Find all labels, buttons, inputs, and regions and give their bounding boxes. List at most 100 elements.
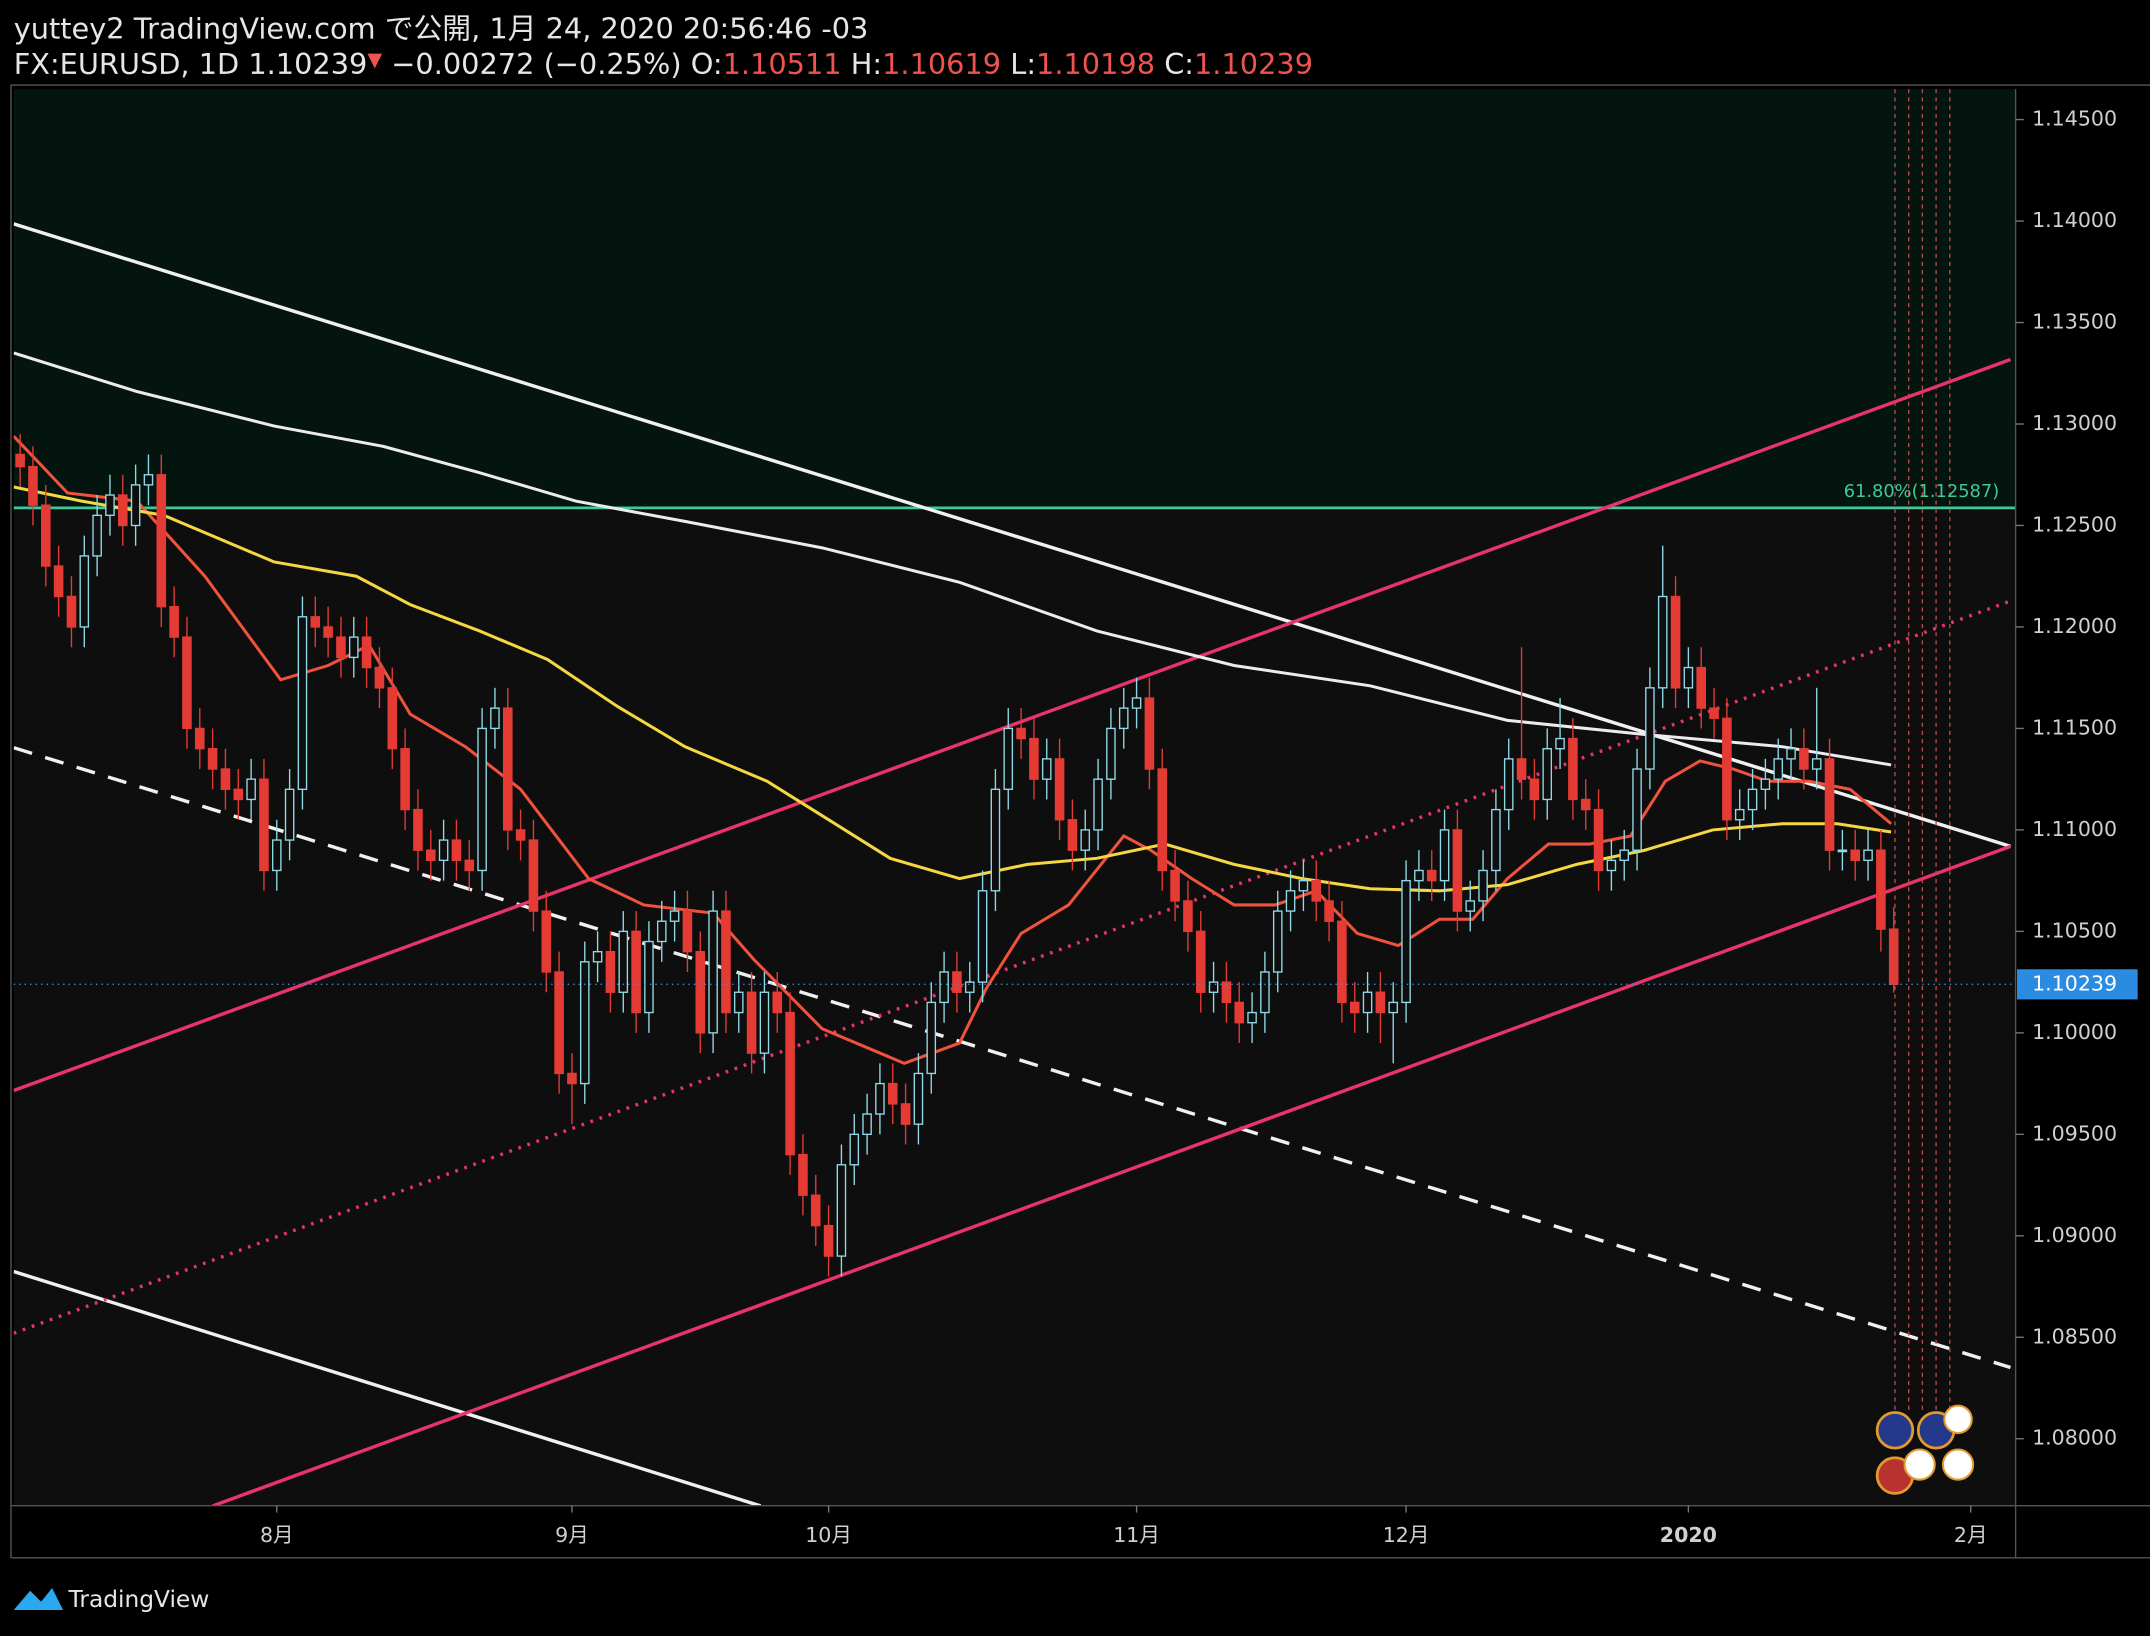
- candle-body: [1722, 717, 1732, 821]
- candle-body: [1067, 819, 1078, 851]
- candle-body: [1863, 849, 1873, 862]
- candle-body: [836, 1164, 847, 1257]
- candle-body: [1260, 971, 1270, 1014]
- candle-body: [1657, 595, 1668, 689]
- candle-body: [1529, 778, 1540, 801]
- candle-body: [977, 890, 988, 983]
- candle-body: [348, 636, 359, 659]
- candle-body: [336, 636, 346, 659]
- trendline: [212, 844, 2012, 1506]
- candle-body: [618, 930, 629, 993]
- x-tick-label: 9月: [555, 1523, 589, 1547]
- x-tick-label: 11月: [1113, 1523, 1160, 1547]
- x-tick-label: 10月: [805, 1523, 852, 1547]
- y-tick-label: 1.10500: [2032, 918, 2117, 942]
- brand-logo: [13, 1588, 64, 1610]
- candle-body: [900, 1103, 911, 1125]
- candle-body: [1888, 928, 1899, 986]
- candle-body: [926, 1001, 937, 1075]
- candle-body: [1670, 595, 1681, 689]
- candle-body: [1709, 707, 1719, 719]
- candle-body: [246, 778, 256, 801]
- candle-body: [746, 991, 757, 1054]
- event-lines: [1894, 89, 1951, 1413]
- candle-body: [721, 910, 731, 1014]
- candle-body: [374, 666, 385, 689]
- candle-body: [1414, 869, 1424, 882]
- candle-body: [1183, 900, 1193, 933]
- y-tick-label: 1.10000: [2032, 1020, 2117, 1044]
- candle-body: [53, 565, 64, 598]
- candle-body: [1195, 930, 1206, 993]
- candle-body: [772, 991, 783, 1014]
- candle-body: [1426, 869, 1437, 882]
- candle-body: [1388, 1001, 1399, 1014]
- candle-body: [1555, 737, 1565, 750]
- y-tick-label: 1.12500: [2032, 512, 2117, 536]
- candle-body: [1542, 748, 1553, 801]
- candle-body: [271, 839, 282, 872]
- candle-body: [682, 910, 693, 953]
- candle-body: [182, 636, 192, 730]
- candle-body: [887, 1082, 898, 1105]
- candle-body: [605, 950, 616, 993]
- candle-body: [79, 555, 90, 628]
- candle-body: [425, 849, 436, 862]
- candle-body: [1799, 748, 1809, 770]
- ohlc-label: H:: [851, 47, 882, 81]
- candle-body: [1157, 768, 1168, 872]
- last-price-label: 1.10239: [2032, 971, 2117, 995]
- candle-body: [1337, 920, 1347, 1004]
- candle-body: [220, 768, 231, 790]
- candle-body: [1362, 991, 1373, 1014]
- candle-body: [1503, 758, 1514, 811]
- candle-body: [1760, 778, 1771, 790]
- candle-body: [990, 788, 1001, 892]
- candle-body: [413, 808, 423, 851]
- candle-body: [1118, 707, 1129, 730]
- candle-body: [143, 474, 154, 486]
- y-tick-label: 1.11000: [2032, 817, 2117, 841]
- trendline: [13, 357, 2012, 1093]
- candle-body: [759, 991, 770, 1054]
- candle-body: [913, 1072, 924, 1125]
- candle-body: [515, 829, 526, 841]
- candle-body: [1375, 991, 1386, 1014]
- candle-body: [1786, 748, 1796, 760]
- candle-body: [15, 453, 25, 468]
- candle-body: [1054, 758, 1065, 821]
- candle-body: [477, 727, 487, 872]
- y-tick-label: 1.08000: [2032, 1426, 2117, 1450]
- candle-body: [400, 748, 410, 811]
- candle-body: [1144, 697, 1155, 770]
- candle-body: [297, 616, 308, 790]
- candle-body: [1645, 687, 1655, 770]
- candle-body: [1311, 879, 1322, 902]
- candle-body: [1234, 1001, 1245, 1024]
- candle-body: [233, 788, 244, 801]
- candle-body: [169, 605, 179, 638]
- event-icons[interactable]: [1875, 1404, 1975, 1495]
- candle-body: [579, 961, 590, 1085]
- candle-body: [785, 1011, 795, 1156]
- candle-body: [1452, 829, 1463, 912]
- candle-body: [592, 950, 603, 963]
- candle-body: [798, 1153, 808, 1196]
- fib-zone: [13, 89, 2016, 508]
- candle-body: [823, 1224, 834, 1257]
- candle-body: [130, 484, 141, 527]
- candle-body: [1747, 788, 1758, 811]
- trendline: [13, 222, 2012, 848]
- trendline: [13, 1269, 762, 1506]
- candle-body: [323, 626, 333, 638]
- candle-body: [1093, 778, 1103, 831]
- candle-body: [1324, 900, 1334, 922]
- candle-body: [1837, 849, 1848, 853]
- candle-body: [1247, 1011, 1257, 1024]
- last-price-box: [2016, 969, 2138, 1000]
- y-tick-label: 1.09000: [2032, 1223, 2117, 1247]
- candle-body: [387, 687, 398, 750]
- x-tick-label: 2月: [1954, 1523, 1988, 1547]
- candle-body: [464, 859, 475, 872]
- candle-body: [1029, 737, 1039, 780]
